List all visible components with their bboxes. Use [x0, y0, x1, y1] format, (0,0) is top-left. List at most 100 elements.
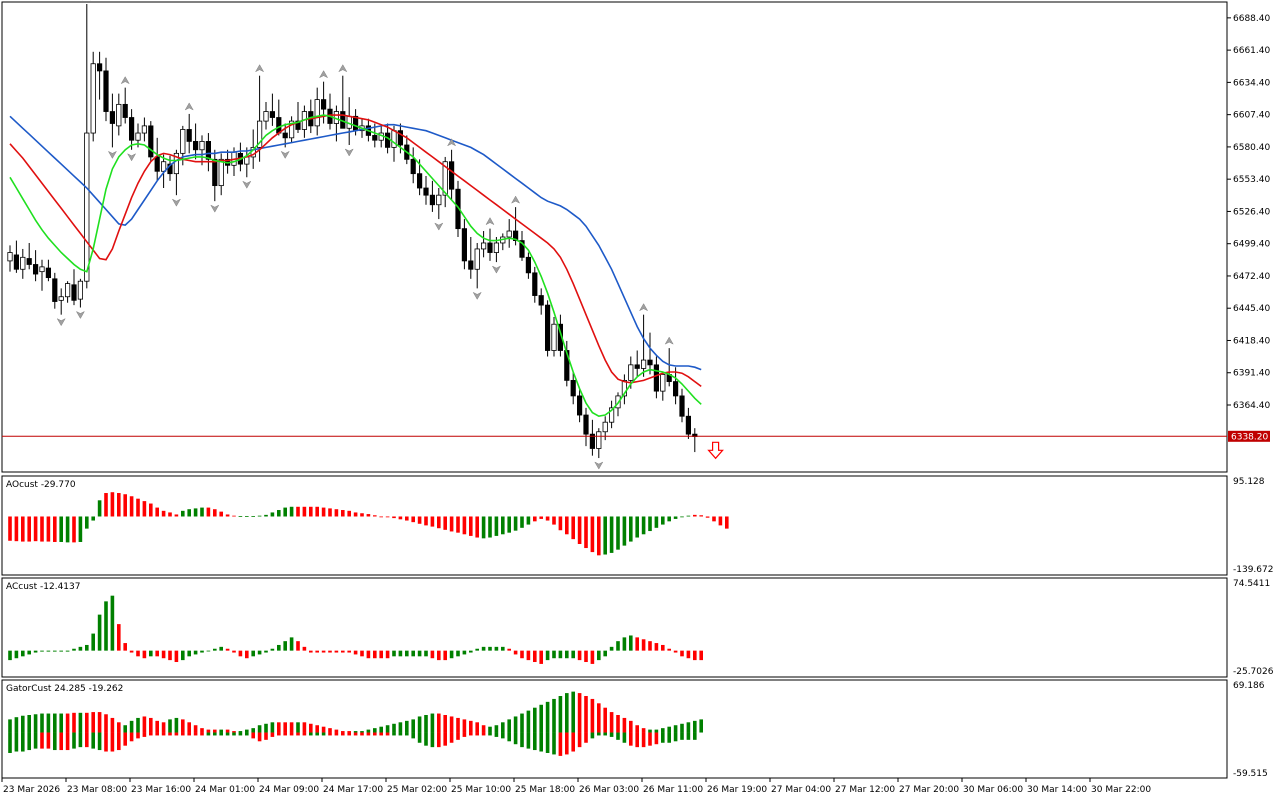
fractal-down-icon	[75, 310, 86, 320]
ao-bar	[251, 516, 255, 517]
ao-bar	[718, 516, 723, 526]
gator-lower-bar	[648, 732, 652, 746]
gator-upper-bar	[648, 729, 652, 733]
gator-lower-bar	[622, 732, 627, 743]
gator-lower-bar	[232, 732, 236, 736]
gator-upper-bar	[693, 720, 697, 733]
ao-histogram	[8, 492, 729, 556]
ac-bar	[488, 646, 492, 651]
time-tick-label: 30 Mar 06:00	[963, 785, 1023, 795]
ac-bar	[59, 650, 63, 652]
ac-bar	[462, 650, 467, 655]
gator-lower-bar	[302, 732, 307, 736]
gator-lower-bar	[469, 732, 473, 736]
ao-bar	[40, 516, 44, 542]
gator-lower-bar	[136, 732, 140, 739]
ao-bar	[437, 516, 441, 529]
gator-lower-bar	[200, 732, 204, 736]
ao-bar	[494, 516, 499, 536]
gator-lower-bar	[520, 732, 524, 748]
time-tick-label: 27 Mar 04:00	[771, 785, 831, 795]
price-tick-label: 6688.40	[1233, 14, 1270, 24]
candle-body	[52, 278, 58, 302]
ao-bar	[225, 514, 230, 517]
price-tick-label: 6472.40	[1233, 272, 1270, 282]
ac-bar	[385, 650, 390, 659]
ao-bar	[654, 516, 659, 528]
gator-upper-bar	[149, 717, 153, 733]
time-tick-label: 23 Mar 2026	[3, 785, 60, 795]
ac-bar	[629, 635, 633, 651]
ao-bar	[187, 509, 191, 517]
gator-upper-bar	[91, 712, 95, 733]
time-tick-label: 26 Mar 03:00	[579, 785, 639, 795]
gator-lower-bar	[417, 732, 422, 743]
ao-bar	[161, 510, 166, 517]
time-tick-label: 25 Mar 18:00	[515, 785, 575, 795]
fractal-down-icon	[56, 318, 66, 327]
ao-bar	[603, 516, 607, 555]
ao-bar	[449, 516, 454, 532]
ac-bar	[78, 646, 83, 651]
gator-upper-bar	[379, 726, 383, 733]
ac-bar	[149, 650, 153, 657]
gator-lower-bar	[309, 732, 313, 736]
ao-bar	[296, 506, 300, 517]
ac-bar	[398, 650, 403, 657]
candle-body	[314, 99, 320, 127]
ao-bar	[673, 516, 678, 519]
candle-body	[186, 129, 192, 142]
candle-body	[269, 111, 276, 118]
gator-lower-bar	[91, 732, 95, 749]
gator-lower-bar	[283, 732, 287, 736]
gator-lower-bar	[565, 732, 569, 755]
gator-lower-bar	[245, 732, 249, 736]
gator-lower-bar	[366, 732, 371, 736]
candle-body	[288, 120, 295, 139]
ao-bar	[481, 516, 486, 539]
ao-bar	[136, 498, 140, 517]
ac-bar	[507, 648, 511, 651]
ao-bar	[14, 516, 19, 542]
time-tick-label: 30 Mar 14:00	[1027, 785, 1087, 795]
time-tick-label: 26 Mar 19:00	[707, 785, 767, 795]
ao-bar	[104, 493, 108, 517]
gator-upper-bar	[494, 725, 499, 733]
gator-lower-bar	[424, 732, 428, 746]
ao-bar	[693, 514, 697, 517]
gator-lower-bar	[430, 732, 435, 748]
gator-lower-bar	[641, 732, 646, 748]
price-tick-label: 6526.40	[1233, 207, 1270, 217]
gator-upper-bar	[513, 716, 518, 733]
gator-lower-bar	[14, 732, 19, 752]
gator-upper-bar	[661, 728, 665, 733]
ac-bar	[85, 644, 89, 651]
gator-upper-bar	[603, 707, 607, 733]
ac-bar	[321, 650, 326, 653]
ac-bar	[315, 650, 319, 653]
ao-bar	[91, 516, 95, 521]
gator-upper-bar	[334, 729, 339, 733]
candle-body	[295, 120, 301, 130]
fractal-down-icon	[171, 198, 182, 207]
gator-lower-bar	[437, 732, 441, 748]
ac-bar	[622, 637, 627, 651]
candle-body	[282, 132, 288, 139]
candle-body	[474, 248, 480, 270]
candle-body	[212, 158, 218, 187]
ao-bar	[513, 516, 518, 531]
ac-bar	[379, 650, 383, 659]
fractal-up-icon	[664, 336, 674, 345]
ac-bar	[603, 650, 607, 657]
down-arrow-icon	[707, 441, 724, 460]
time-tick-label: 24 Mar 17:00	[323, 785, 383, 795]
ac-pane-frame	[1, 577, 1228, 678]
gator-upper-bar	[552, 698, 556, 733]
gator-lower-bar	[347, 732, 351, 736]
candle-body	[673, 381, 679, 397]
candle-body	[122, 103, 128, 118]
ac-bar	[33, 650, 38, 653]
ac-bar	[283, 641, 287, 651]
gator-upper-bar	[673, 725, 678, 733]
